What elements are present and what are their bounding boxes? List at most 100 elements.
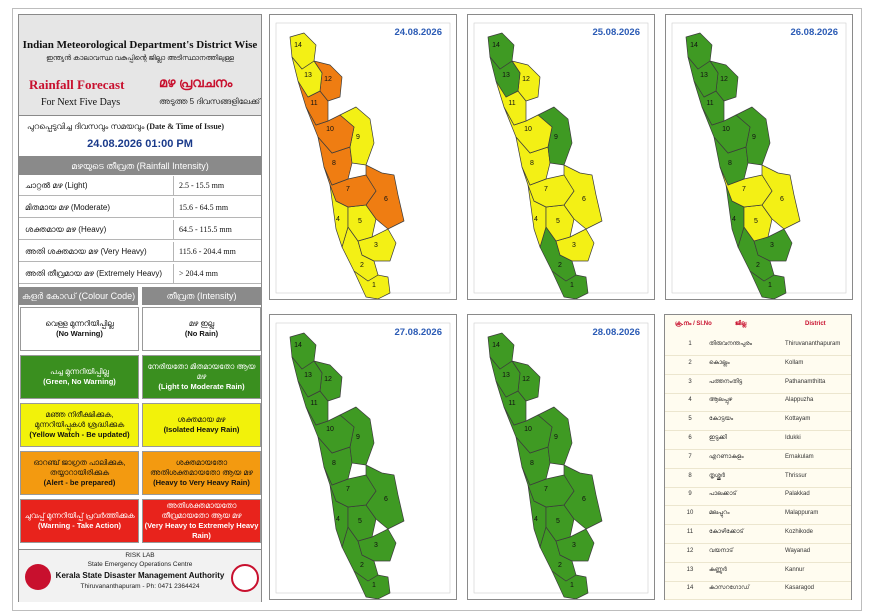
colour-code-cell: പച്ച മുന്നറിയിപ്പില്ല (Green, No Warning) [20, 355, 139, 399]
forecast-map-panel: 27.08.2026 1 2 3 4 5 6 7 8 9 10 11 12 13 14 [269, 314, 457, 600]
legend-name-en: Thiruvananthapuram [785, 341, 841, 347]
legend-number: 9 [688, 491, 692, 498]
panel-date: 26.08.2026 [790, 27, 838, 38]
district-label: 1 [372, 582, 376, 589]
district-label: 1 [372, 282, 376, 289]
district-label: 9 [356, 134, 360, 141]
district-label: 3 [770, 242, 774, 249]
district-label: 4 [534, 216, 538, 223]
intensity-ml: ശക്തമായ മഴ [177, 415, 226, 424]
legend-number: 4 [688, 397, 692, 404]
legend-name-ml: കൊല്ലം [709, 359, 730, 366]
colour-code-en: (No Warning) [56, 329, 103, 338]
intensity-label: ചാറ്റൽ മഴ (Light) [25, 181, 88, 190]
map-frame [275, 322, 451, 594]
legend-number: 6 [688, 435, 692, 441]
risk-lab: RISK LAB [125, 552, 155, 559]
legend-name-ml: പത്തനംതിട്ട [709, 378, 743, 385]
issue-datetime: 24.08.2026 01:00 PM [87, 138, 193, 150]
legend-row: 10 മലപ്പുറം Malappuram [665, 504, 851, 526]
intensity-range: 15.6 - 64.5 mm [179, 203, 229, 212]
intensity-en: (No Rain) [184, 329, 219, 338]
issue-label: പുറപ്പെടുവിച്ച ദിവസവും സമയവും (Date & Ti… [27, 122, 224, 132]
colour-code-ml: പച്ച മുന്നറിയിപ്പില്ല [50, 367, 109, 376]
legend-name-ml: വയനാട് [709, 547, 734, 554]
legend-row: 11 കോഴിക്കോട് Kozhikode [665, 523, 851, 544]
intensity-label: ശക്തമായ മഴ (Heavy) [25, 225, 107, 234]
legend-head-no: ക്ര.നം / Sl.No [675, 321, 712, 327]
district-label: 2 [360, 562, 364, 569]
legend-number: 3 [688, 378, 692, 385]
district-label: 12 [522, 376, 530, 383]
district-label: 9 [356, 434, 360, 441]
map-frame [275, 22, 451, 294]
panel-date: 25.08.2026 [592, 27, 640, 38]
legend-row: 9 പാലക്കാട് Palakkad [665, 485, 851, 507]
district-label: 12 [324, 376, 332, 383]
district-label: 9 [554, 434, 558, 441]
district-label: 3 [374, 542, 378, 549]
intensity-en: (Very Heavy to Extremely Heavy Rain) [144, 521, 259, 540]
district-14 [487, 332, 515, 370]
district-label: 5 [556, 218, 560, 225]
map-frame [473, 322, 649, 594]
district-label: 5 [358, 218, 362, 225]
panel-date: 28.08.2026 [592, 327, 640, 338]
district-label: 2 [558, 262, 562, 269]
district-label: 5 [556, 518, 560, 525]
forecast-header: Indian Meteorological Department's Distr… [19, 15, 261, 116]
legend-name-en: Malappuram [785, 510, 819, 517]
issue-label-ml: പുറപ്പെടുവിച്ച ദിവസവും സമയവും [27, 122, 145, 131]
district-label: 7 [742, 186, 746, 193]
legend-number: 10 [686, 510, 694, 517]
intensity-row: അതി തീവ്രമായ മഴ (Extremely Heavy) > 204.4… [19, 264, 261, 284]
sdma-emblem-icon [231, 564, 259, 592]
intensity-row: മിതമായ മഴ (Moderate) 15.6 - 64.5 mm [19, 198, 261, 218]
district-3 [357, 228, 397, 262]
district-3 [357, 528, 397, 562]
colour-code-ml: ഓറഞ്ച് ജാഗ്രത പാലിക്കുക, തയ്യാറായിരിക്കു… [33, 458, 126, 477]
district-label: 2 [756, 262, 760, 269]
legend-row: 8 തൃശ്ശൂർ Thrissur [665, 467, 851, 488]
district-label: 1 [570, 582, 574, 589]
colour-code-en: (Green, No Warning) [43, 377, 116, 386]
district-label: 2 [360, 262, 364, 269]
legend-row: 14 കാസറഗോഡ് Kasaragod [665, 579, 851, 601]
legend-header: ക്ര.നം / Sl.No ജില്ല District [665, 319, 851, 333]
district-label: 7 [346, 186, 350, 193]
forecast-map-panel: 24.08.2026 1 2 3 4 5 6 7 8 9 10 11 12 13 14 [269, 14, 457, 300]
district-label: 3 [572, 542, 576, 549]
district-label: 2 [558, 562, 562, 569]
district-14 [289, 332, 317, 370]
district-label: 7 [544, 486, 548, 493]
next-days-ml: അടുത്ത 5 ദിവസങ്ങളിലേക്ക് [159, 97, 260, 106]
colour-code-en: (Alert - be prepared) [43, 478, 116, 487]
intensity-ml: അതിശക്തമായതോ തീവ്രമായതോ ആയ മഴ [161, 501, 242, 520]
divider [173, 176, 174, 195]
legend-row: 12 വയനാട് Wayanad [665, 542, 851, 563]
authority-address: Thiruvananthapuram - Ph: 0471 2364424 [80, 583, 200, 590]
intensity-en: (Isolated Heavy Rain) [163, 425, 240, 434]
intensity-cell: ശക്തമായ മഴ (Isolated Heavy Rain) [142, 403, 261, 447]
issue-label-en: (Date & Time of Issue) [146, 122, 225, 131]
district-3 [555, 528, 595, 562]
legend-name-en: Kozhikode [785, 529, 814, 535]
legend-number: 7 [688, 453, 692, 460]
district-label: 5 [754, 218, 758, 225]
district-label: 4 [732, 216, 736, 223]
colour-code-ml: വെള്ള മുന്നറിയിപ്പില്ല [45, 319, 114, 328]
district-label: 3 [572, 242, 576, 249]
legend-name-ml: ഇടുക്കി [709, 435, 727, 441]
colour-code-cell: മഞ്ഞ നിരീക്ഷിക്കുക, മുന്നറിയിപ്പുകൾ ശ്രദ… [20, 403, 139, 447]
legend-head-en: District [805, 321, 826, 327]
district-label: 10 [524, 426, 532, 433]
legend-row: 5 കോട്ടയം Kottayam [665, 410, 851, 432]
district-label: 13 [304, 72, 312, 79]
legend-row: 1 തിരുവനന്തപുരം Thiruvananthapuram [665, 335, 851, 356]
next-days-en: For Next Five Days [41, 97, 121, 108]
colour-code-heading: കളർ കോഡ് (Colour Code) [19, 287, 138, 305]
legend-name-en: Kollam [785, 359, 804, 366]
forecast-map-panel: 26.08.2026 1 2 3 4 5 6 7 8 9 10 11 12 13 14 [665, 14, 853, 300]
